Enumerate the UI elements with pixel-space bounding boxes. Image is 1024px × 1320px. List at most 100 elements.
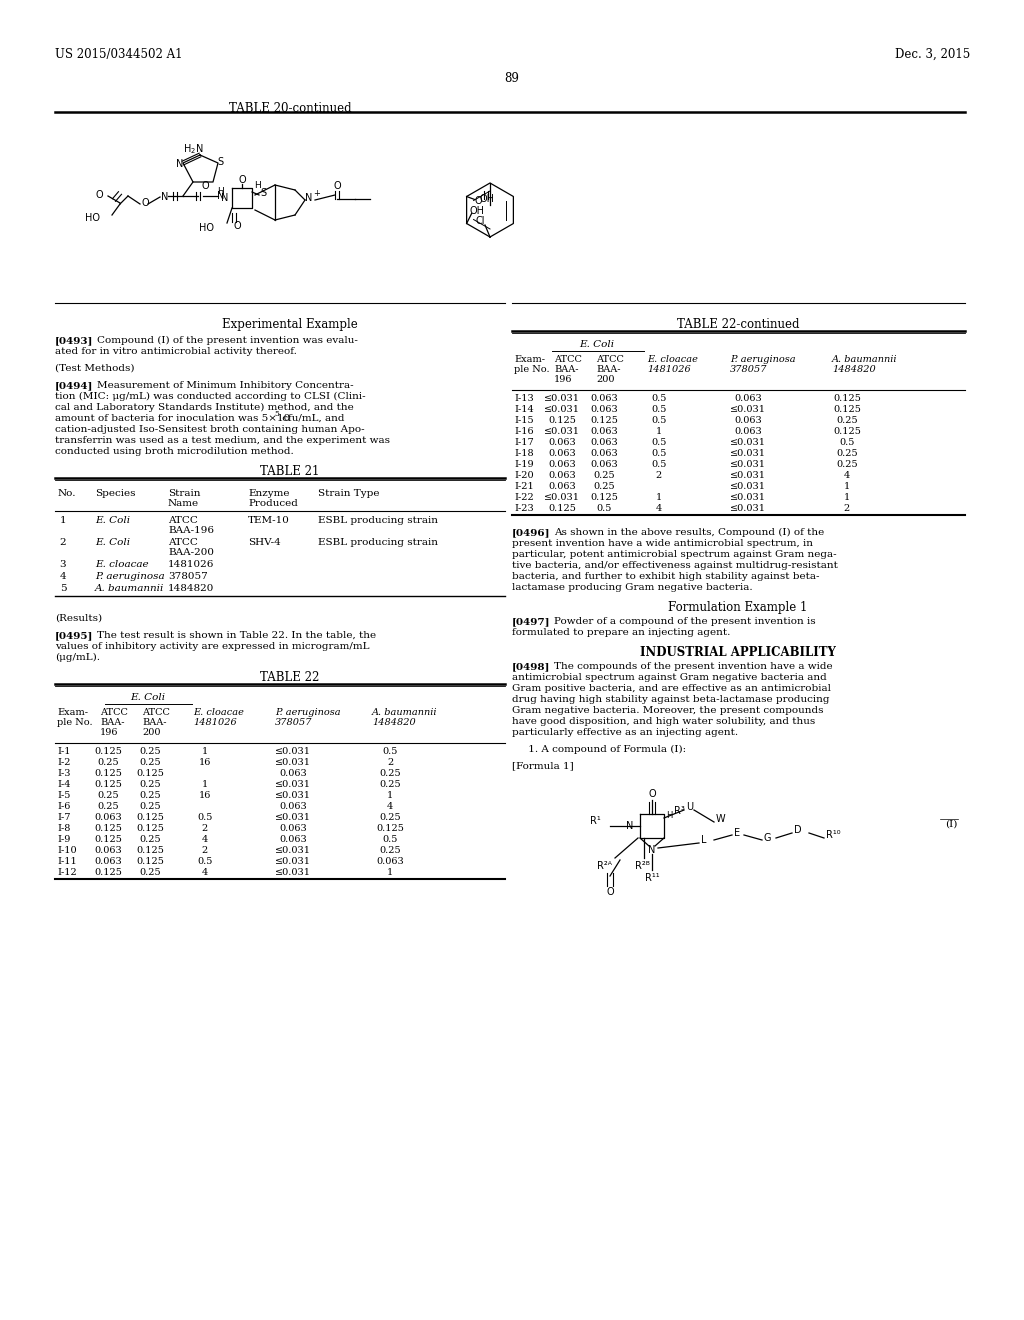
Text: ≤0.031: ≤0.031 bbox=[275, 857, 311, 866]
Text: conducted using broth microdilution method.: conducted using broth microdilution meth… bbox=[55, 447, 294, 455]
Text: 1: 1 bbox=[844, 482, 850, 491]
Text: 16: 16 bbox=[199, 791, 211, 800]
Text: I-23: I-23 bbox=[514, 504, 534, 513]
Text: ATCC: ATCC bbox=[168, 539, 198, 546]
Text: 0.25: 0.25 bbox=[97, 791, 119, 800]
Text: As shown in the above results, Compound (I) of the: As shown in the above results, Compound … bbox=[554, 528, 824, 537]
Text: 0.5: 0.5 bbox=[651, 393, 667, 403]
Text: ple No.: ple No. bbox=[514, 366, 550, 374]
Text: Dec. 3, 2015: Dec. 3, 2015 bbox=[895, 48, 970, 61]
Text: 2: 2 bbox=[844, 504, 850, 513]
Text: 1484820: 1484820 bbox=[372, 718, 416, 727]
Text: 0.5: 0.5 bbox=[840, 438, 855, 447]
Text: TABLE 22: TABLE 22 bbox=[260, 671, 319, 684]
Text: 5: 5 bbox=[274, 411, 279, 418]
Text: 1481026: 1481026 bbox=[647, 366, 691, 374]
Text: I-10: I-10 bbox=[57, 846, 77, 855]
Text: I-4: I-4 bbox=[57, 780, 71, 789]
Text: particular, potent antimicrobial spectrum against Gram nega-: particular, potent antimicrobial spectru… bbox=[512, 550, 837, 558]
Text: bacteria, and further to exhibit high stability against beta-: bacteria, and further to exhibit high st… bbox=[512, 572, 819, 581]
Text: E. cloacae: E. cloacae bbox=[95, 560, 148, 569]
Text: Powder of a compound of the present invention is: Powder of a compound of the present inve… bbox=[554, 616, 816, 626]
Text: 0.063: 0.063 bbox=[548, 449, 575, 458]
Text: Measurement of Minimum Inhibitory Concentra-: Measurement of Minimum Inhibitory Concen… bbox=[97, 381, 353, 389]
Text: cation-adjusted Iso-Sensitest broth containing human Apo-: cation-adjusted Iso-Sensitest broth cont… bbox=[55, 425, 365, 434]
Text: 2: 2 bbox=[59, 539, 67, 546]
Text: 0.5: 0.5 bbox=[651, 449, 667, 458]
Text: 0.063: 0.063 bbox=[280, 770, 307, 777]
Text: W: W bbox=[716, 814, 726, 824]
Text: 0.125: 0.125 bbox=[94, 836, 122, 843]
Text: 1484820: 1484820 bbox=[831, 366, 876, 374]
Text: O: O bbox=[233, 220, 241, 231]
Text: +: + bbox=[313, 189, 319, 198]
Text: R¹⁰: R¹⁰ bbox=[826, 830, 841, 840]
Text: A. baumannii: A. baumannii bbox=[372, 708, 437, 717]
Text: 2: 2 bbox=[387, 758, 393, 767]
Text: Formulation Example 1: Formulation Example 1 bbox=[669, 601, 808, 614]
Text: I-3: I-3 bbox=[57, 770, 71, 777]
Text: Produced: Produced bbox=[248, 499, 298, 508]
Text: ≤0.031: ≤0.031 bbox=[275, 791, 311, 800]
Text: 0.125: 0.125 bbox=[376, 824, 403, 833]
Text: ≤0.031: ≤0.031 bbox=[544, 393, 580, 403]
Text: R²ᴬ: R²ᴬ bbox=[597, 861, 612, 871]
Text: I-16: I-16 bbox=[514, 426, 534, 436]
Text: ATCC: ATCC bbox=[596, 355, 624, 364]
Text: 0.125: 0.125 bbox=[834, 393, 861, 403]
Text: 4: 4 bbox=[656, 504, 663, 513]
Text: 0.125: 0.125 bbox=[94, 869, 122, 876]
Text: E. cloacae: E. cloacae bbox=[647, 355, 698, 364]
Text: Enzyme: Enzyme bbox=[248, 488, 290, 498]
Text: TEM-10: TEM-10 bbox=[248, 516, 290, 525]
Text: N: N bbox=[626, 821, 633, 832]
Text: [0495]: [0495] bbox=[55, 631, 93, 640]
Text: 0.125: 0.125 bbox=[94, 747, 122, 756]
Text: E. Coli: E. Coli bbox=[580, 341, 614, 348]
Text: 4: 4 bbox=[202, 836, 208, 843]
Text: values of inhibitory activity are expressed in microgram/mL: values of inhibitory activity are expres… bbox=[55, 642, 370, 651]
Text: 0.063: 0.063 bbox=[548, 482, 575, 491]
Text: O: O bbox=[201, 181, 209, 191]
Text: OH: OH bbox=[469, 206, 484, 215]
Text: ≤0.031: ≤0.031 bbox=[730, 459, 766, 469]
Text: 0.25: 0.25 bbox=[97, 758, 119, 767]
Text: P. aeruginosa: P. aeruginosa bbox=[275, 708, 341, 717]
Text: 0.063: 0.063 bbox=[548, 438, 575, 447]
Text: 378057: 378057 bbox=[275, 718, 312, 727]
Text: N: N bbox=[217, 191, 224, 201]
Text: ≤0.031: ≤0.031 bbox=[275, 758, 311, 767]
Text: P. aeruginosa: P. aeruginosa bbox=[730, 355, 796, 364]
Text: 2: 2 bbox=[202, 846, 208, 855]
Text: 0.063: 0.063 bbox=[734, 426, 762, 436]
Text: BAA-200: BAA-200 bbox=[168, 548, 214, 557]
Text: ≤0.031: ≤0.031 bbox=[730, 504, 766, 513]
Text: 0.125: 0.125 bbox=[136, 813, 164, 822]
Text: 0.063: 0.063 bbox=[548, 471, 575, 480]
Text: 0.063: 0.063 bbox=[94, 813, 122, 822]
Text: Strain Type: Strain Type bbox=[318, 488, 380, 498]
Text: A. baumannii: A. baumannii bbox=[95, 583, 165, 593]
Text: 0.063: 0.063 bbox=[590, 393, 617, 403]
Text: [0493]: [0493] bbox=[55, 337, 93, 345]
Text: 4: 4 bbox=[844, 471, 850, 480]
Text: ≤0.031: ≤0.031 bbox=[544, 492, 580, 502]
Text: 0.5: 0.5 bbox=[198, 813, 213, 822]
Text: ≤0.031: ≤0.031 bbox=[275, 846, 311, 855]
Text: cfu/mL, and: cfu/mL, and bbox=[279, 414, 344, 422]
Text: 0.25: 0.25 bbox=[379, 813, 400, 822]
Text: O: O bbox=[239, 176, 246, 185]
Text: ≤0.031: ≤0.031 bbox=[730, 492, 766, 502]
Text: E. Coli: E. Coli bbox=[95, 539, 130, 546]
Text: transferrin was used as a test medium, and the experiment was: transferrin was used as a test medium, a… bbox=[55, 436, 390, 445]
Text: 378057: 378057 bbox=[168, 572, 208, 581]
Text: I-17: I-17 bbox=[514, 438, 534, 447]
Text: Name: Name bbox=[168, 499, 199, 508]
Text: ple No.: ple No. bbox=[57, 718, 92, 727]
Text: [0494]: [0494] bbox=[55, 381, 93, 389]
Text: [Formula 1]: [Formula 1] bbox=[512, 762, 573, 770]
Text: SHV-4: SHV-4 bbox=[248, 539, 281, 546]
Text: D: D bbox=[794, 825, 802, 836]
Text: 3: 3 bbox=[59, 560, 67, 569]
Text: L: L bbox=[701, 836, 707, 845]
